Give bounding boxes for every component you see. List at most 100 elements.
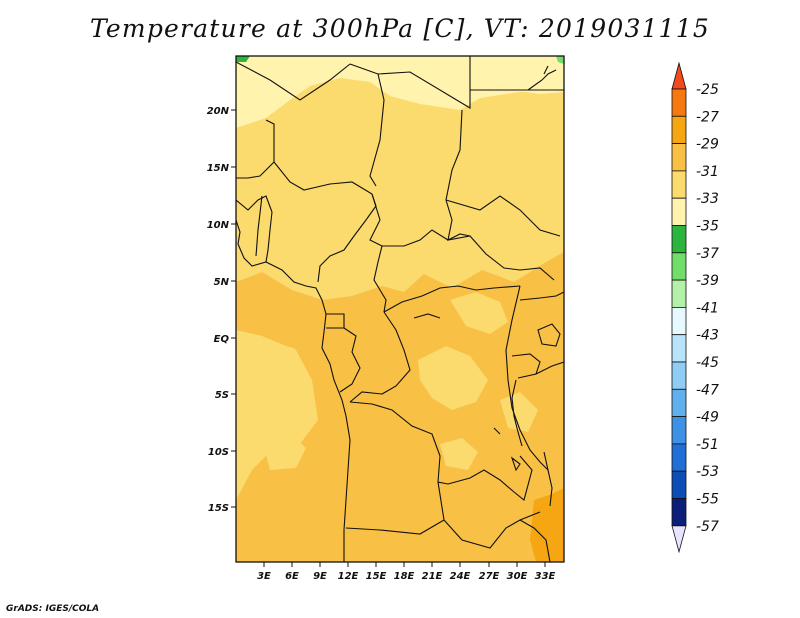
border-car <box>382 229 555 281</box>
border-niger-nigeria <box>273 161 373 195</box>
colorbar-swatch <box>671 361 687 390</box>
colorbar-swatch <box>671 388 687 417</box>
colorbar-label: -41 <box>696 300 719 316</box>
field-band-orange-west <box>236 284 320 352</box>
lon-label-30e: 30E <box>507 571 528 582</box>
colorbar-label: -53 <box>696 464 719 480</box>
colorbar-swatch <box>671 470 687 499</box>
border-east-lakes <box>505 285 549 471</box>
field-band-green-nw <box>236 56 250 62</box>
colorbar-arrow-top <box>671 61 687 90</box>
border-niger-chad <box>349 63 385 187</box>
border-tanzania <box>535 361 564 375</box>
border-drc-angola <box>349 401 449 485</box>
lat-label-5n: 5N <box>214 277 230 288</box>
field-band-pale-ne <box>470 56 564 94</box>
colorbar-swatch <box>671 306 687 336</box>
border-chad-libya <box>377 56 471 109</box>
border-se <box>519 519 551 562</box>
nile-stub <box>543 65 549 75</box>
lon-label-6e: 6E <box>285 571 299 582</box>
border-car-south <box>383 285 521 313</box>
lon-label-27e: 27E <box>479 571 500 582</box>
border-uganda-kenya <box>519 291 564 301</box>
lake-small-3 <box>493 427 501 435</box>
lon-label-21e: 21E <box>422 571 443 582</box>
lake-small-2 <box>510 456 521 472</box>
credit-text: GrADS: IGES/COLA <box>6 604 100 614</box>
temperature-field <box>236 56 564 562</box>
lon-label-3e: 3E <box>257 571 271 582</box>
colorbar-label: -47 <box>696 382 719 398</box>
lon-label-15e: 15E <box>366 571 387 582</box>
border-chad-sudan <box>445 109 471 241</box>
lat-label-eq: EQ <box>214 334 230 345</box>
colorbar-swatch <box>671 416 687 445</box>
coastline-east <box>527 69 557 91</box>
colorbar-swatch <box>671 225 687 254</box>
lon-label-9e: 9E <box>313 571 327 582</box>
boundaries <box>236 56 564 562</box>
chart-title: Temperature at 300hPa [C], VT: 201903111… <box>90 14 710 43</box>
field-patch-yellow-sw <box>262 432 306 470</box>
lat-label-5s: 5S <box>215 390 229 401</box>
field-patch-yellow-central <box>450 292 508 334</box>
field-band-deep-orange-se <box>530 488 564 562</box>
colorbar-swatch <box>671 252 687 281</box>
border-rwanda <box>511 353 541 379</box>
border-burkina <box>236 195 273 213</box>
colorbar-label: -39 <box>696 273 719 289</box>
colorbar-label: -35 <box>696 219 719 235</box>
border-benin-nigeria <box>265 211 273 263</box>
border-namibia-angola <box>345 519 445 535</box>
colorbar-swatch <box>671 115 687 145</box>
lat-label-15s: 15S <box>208 503 229 514</box>
colorbar-swatch <box>671 143 687 172</box>
lon-label-24e: 24E <box>450 571 471 582</box>
field-patch-yellow-lakes <box>500 392 538 432</box>
colorbar-label: -31 <box>696 164 719 180</box>
colorbar-swatch <box>671 443 687 472</box>
lake-tanganyika <box>511 379 523 447</box>
lake-small-1 <box>413 313 441 319</box>
lon-label-12e: 12E <box>338 571 359 582</box>
lon-label-18e: 18E <box>394 571 415 582</box>
field-patch-yellow-congo <box>418 346 488 410</box>
colorbar-swatch <box>671 170 687 199</box>
lat-label-10n: 10N <box>207 220 230 231</box>
colorbar-label: -37 <box>696 246 719 262</box>
colorbar-swatch <box>671 197 687 226</box>
lon-label-33e: 33E <box>535 571 556 582</box>
colorbar-label: -49 <box>696 410 719 426</box>
map-frame <box>235 55 565 563</box>
border-eq-guinea <box>326 313 345 329</box>
colorbar-label: -55 <box>696 492 719 508</box>
lake-malawi <box>543 451 553 507</box>
colorbar-label: -25 <box>696 82 719 98</box>
border-congo-drc <box>349 311 411 403</box>
colorbar-swatch <box>671 279 687 308</box>
colorbar-label: -33 <box>696 191 719 207</box>
border-drc-zambia <box>447 455 533 501</box>
lake-victoria <box>537 323 561 347</box>
border-togo-benin <box>255 195 263 257</box>
field-band-green-ne <box>556 56 564 64</box>
lon-axis <box>263 562 546 567</box>
lat-label-15n: 15N <box>207 163 230 174</box>
lat-label-20n: 20N <box>207 106 230 117</box>
colorbar-label: -51 <box>696 437 719 453</box>
colorbar-label: -57 <box>696 519 719 535</box>
colorbar: -25 -27 -29 -31 -33 -35 -37 -39 -41 -43 -45 -47 -49 -… <box>671 61 719 554</box>
border-cameroon-chad <box>369 193 387 313</box>
border-gabon-congo <box>339 327 361 393</box>
field-patch-yellow-se <box>440 438 478 470</box>
colorbar-arrow-bottom <box>671 525 687 554</box>
colorbar-swatch <box>671 334 687 363</box>
colorbar-label: -43 <box>696 328 719 344</box>
lat-label-10s: 10S <box>208 447 229 458</box>
border-mali-niger <box>236 61 351 101</box>
colorbar-swatch <box>671 498 687 527</box>
border-nigeria-cameroon <box>317 193 377 283</box>
border-sudan-south <box>445 195 561 237</box>
